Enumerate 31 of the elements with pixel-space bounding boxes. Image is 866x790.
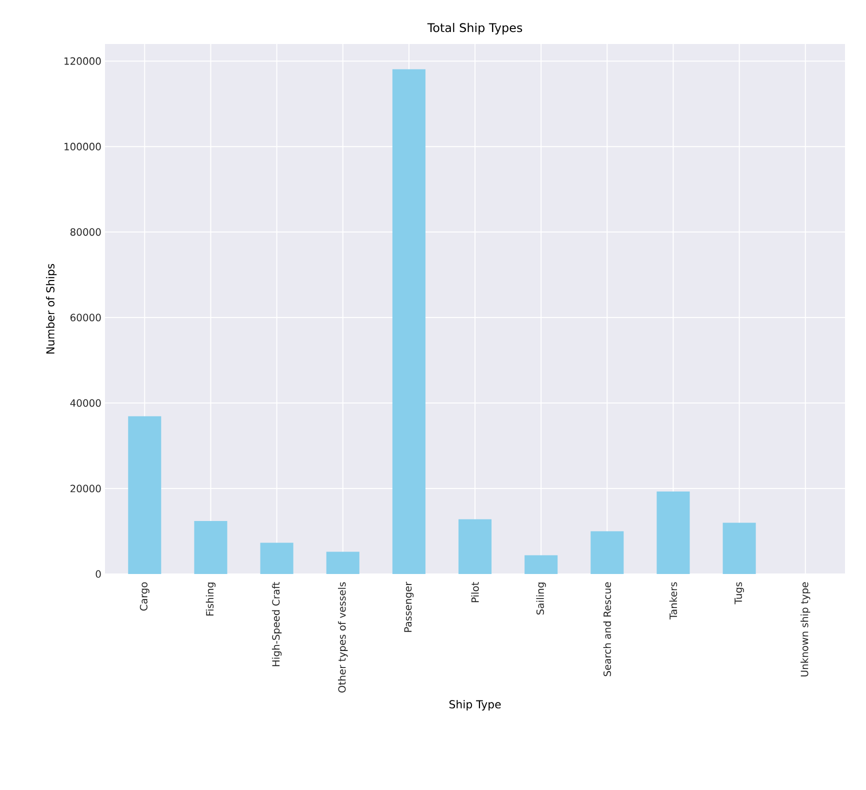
x-tick-label: Sailing	[536, 582, 546, 614]
y-tick-label: 100000	[64, 142, 101, 150]
y-axis-title: Number of Ships	[46, 264, 57, 354]
x-tick-label: Cargo	[140, 582, 150, 611]
y-tick-label: 40000	[70, 399, 101, 407]
y-tick-label: 20000	[70, 484, 101, 492]
y-tick-label: 120000	[64, 57, 101, 65]
bar	[590, 531, 624, 574]
bar	[326, 552, 360, 574]
y-tick-label: 60000	[70, 314, 101, 322]
y-tick-label: 80000	[70, 228, 101, 236]
x-tick-label: Tankers	[669, 582, 678, 620]
y-tick-label: 0	[96, 570, 101, 578]
x-tick-label: Fishing	[206, 582, 216, 616]
bar	[524, 555, 558, 574]
bar	[128, 416, 162, 574]
x-tick-label: Pilot	[471, 582, 479, 602]
x-axis-title: Ship Type	[449, 700, 501, 711]
bar	[194, 521, 228, 574]
x-tick-label: Passenger	[404, 582, 414, 632]
chart-title: Total Ship Types	[427, 22, 522, 34]
x-tick-label: Other types of vessels	[338, 582, 348, 693]
bar	[656, 492, 690, 574]
x-tick-label: High-Speed Craft	[272, 582, 282, 666]
x-tick-label: Tugs	[734, 582, 744, 604]
bar	[458, 519, 492, 574]
bar	[260, 542, 294, 574]
x-tick-label: Search and Rescue	[603, 582, 612, 676]
x-tick-label: Unknown ship type	[800, 582, 810, 676]
bar	[722, 522, 756, 574]
bar	[392, 69, 426, 574]
